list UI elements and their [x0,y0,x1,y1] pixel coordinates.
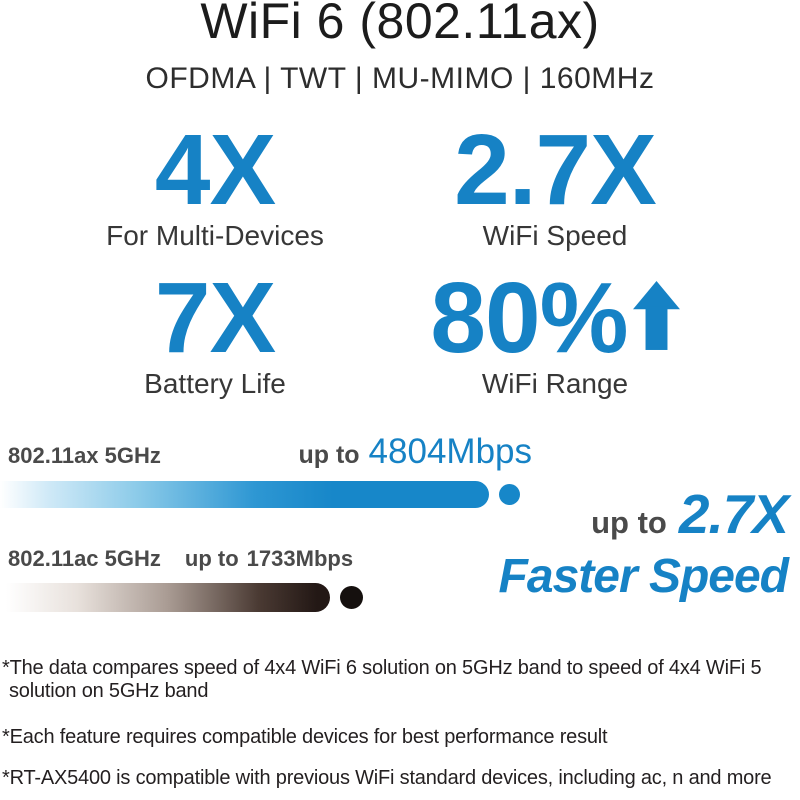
footnote-line: *The data compares speed of 4x4 WiFi 6 s… [2,657,762,679]
footnote-line: *Each feature requires compatible device… [2,726,608,748]
upto-prefix: up to [184,546,239,571]
speed-bar-ac-dot [340,586,363,609]
stat-label: WiFi Range [481,368,629,399]
footnote-line: solution on 5GHz band [9,679,209,702]
speed-bar-ax-dot [499,484,520,505]
footnote-data-comparison: *The data compares speed of 4x4 WiFi 6 s… [2,657,798,702]
speed-row-ac-labels: 802.11ac 5GHz up to 1733Mbps [8,546,353,572]
speed-bar-ax [0,481,489,508]
speed-bar-ac [6,583,330,612]
up-arrow-icon [632,281,680,350]
band-label-ac: 802.11ac 5GHz [8,546,161,571]
stat-battery-life: 7X Battery Life [30,268,400,398]
stat-wifi-speed: 2.7X WiFi Speed [400,120,710,250]
stat-label: Battery Life [144,368,286,399]
speed-row-ax-labels: 802.11ax 5GHz up to 4804Mbps [8,432,532,472]
feature-subtitle: OFDMA | TWT | MU-MIMO | 160MHz [145,62,655,95]
stat-wifi-range: 80% WiFi Range [400,268,710,398]
stat-value: 7X [154,262,276,374]
band-label-ax: 802.11ax 5GHz [8,443,161,468]
upto-prefix: up to [298,441,360,469]
stat-multi-devices: 4X For Multi-Devices [30,120,400,250]
callout-upto: up to [591,505,667,540]
stat-label: WiFi Speed [482,220,628,251]
footnote-compatible-devices: *Each feature requires compatible device… [2,726,798,749]
page-title: WiFi 6 (802.11ax) [200,0,600,49]
stat-value-text: 80% [430,262,628,374]
speed-value-ac: 1733Mbps [246,546,354,571]
stat-value: 4X [154,114,276,226]
speed-value-ax: 4804Mbps [368,432,532,471]
stat-value: 80% [400,268,710,368]
callout-multiplier: 2.7X [678,483,789,545]
callout-multiplier-line: up to 2.7X [470,487,789,542]
stat-label: For Multi-Devices [106,220,324,251]
footnote-line: *RT-AX5400 is compatible with previous W… [2,767,772,789]
callout-caption: Faster Speed [498,550,789,603]
stat-value: 2.7X [454,114,657,226]
footnote-backward-compat: *RT-AX5400 is compatible with previous W… [2,767,798,790]
faster-speed-callout: up to 2.7X Faster Speed [470,487,789,603]
